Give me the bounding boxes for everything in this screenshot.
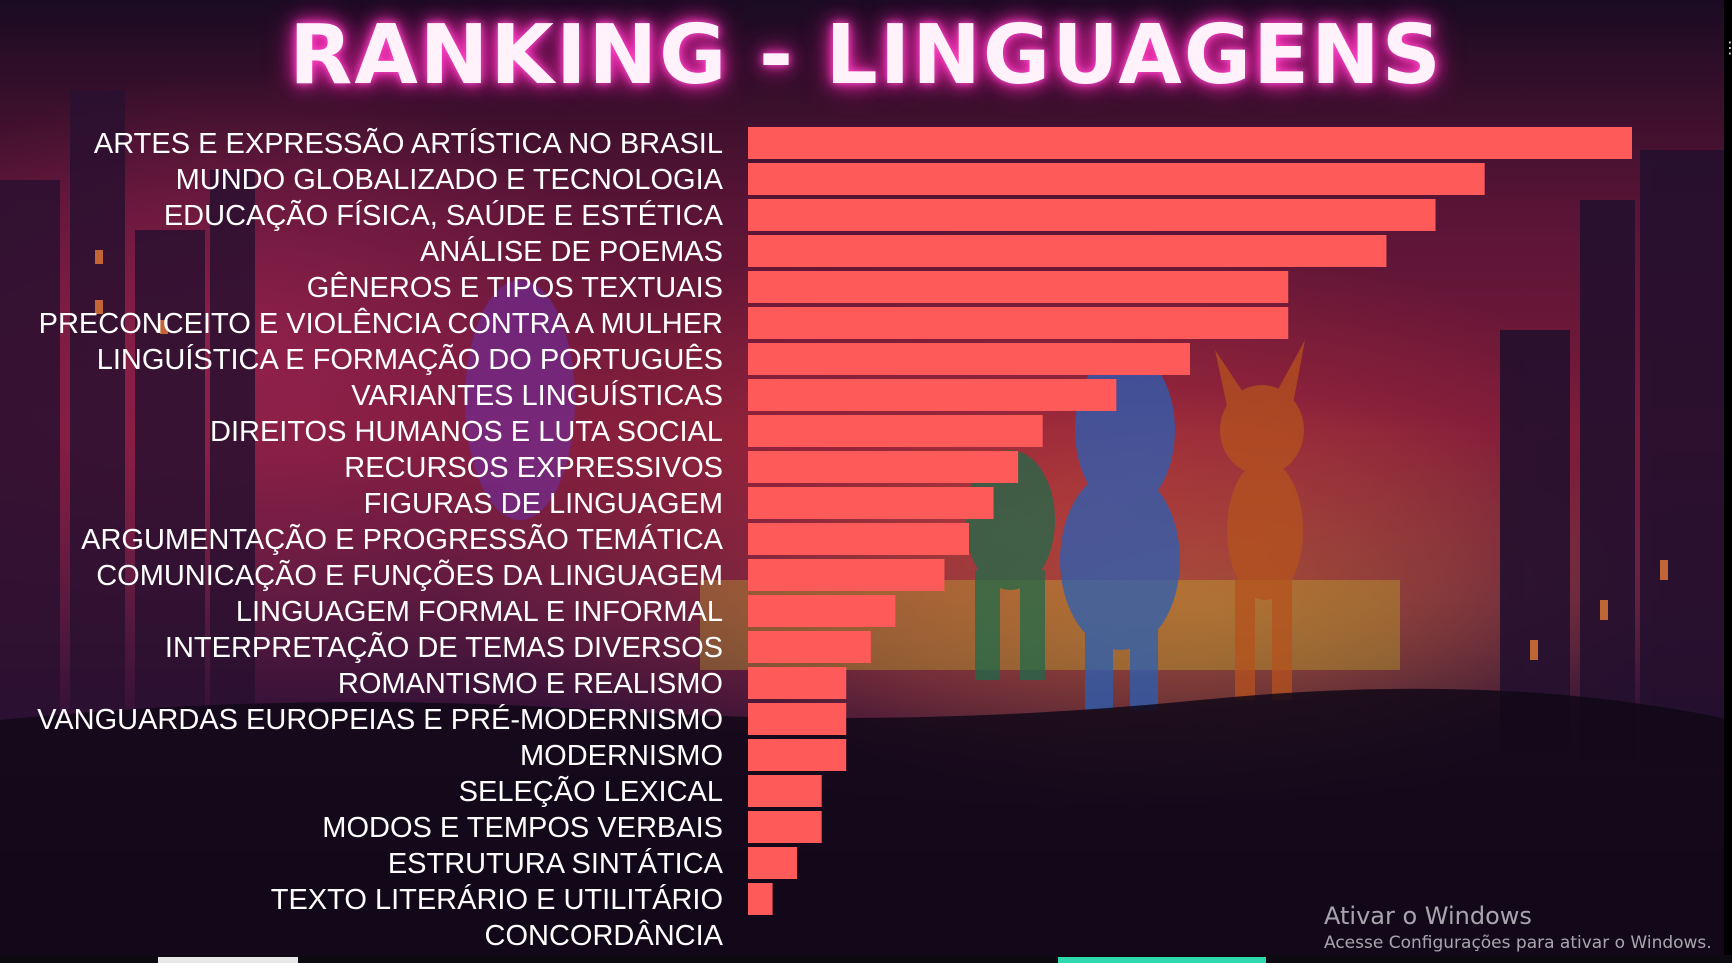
category-label: TEXTO LITERÁRIO E UTILITÁRIO [271,883,723,916]
more-options-icon[interactable]: ⋮ [1722,38,1732,57]
category-label: EDUCAÇÃO FÍSICA, SAÚDE E ESTÉTICA [164,198,724,232]
bar [748,271,1289,303]
city-windows [95,250,1668,660]
category-label: FIGURAS DE LINGUAGEM [364,488,723,520]
bars [748,127,1632,915]
bar [748,523,969,555]
orange-creature-figure [1215,340,1305,700]
category-label: RECURSOS EXPRESSIVOS [344,452,723,484]
bottom-strip-segment [158,957,298,963]
purple-creature-figure [465,280,575,520]
city-silhouette-left [0,90,255,720]
category-label: VARIANTES LINGUÍSTICAS [351,379,723,412]
category-label: PRECONCEITO E VIOLÊNCIA CONTRA A MULHER [39,307,723,340]
blue-creature-figure [1060,350,1180,710]
bar [748,487,994,519]
category-label: ANÁLISE DE POEMAS [420,235,723,268]
bar [748,415,1043,447]
bar [748,127,1632,159]
bar [748,775,822,807]
right-edge-strip [1724,0,1732,963]
page-title: RANKING - LINGUAGENS [289,8,1443,103]
city-silhouette-right [1500,150,1724,770]
category-label: ESTRUTURA SINTÁTICA [388,847,724,880]
bar [748,811,822,843]
category-label: DIREITOS HUMANOS E LUTA SOCIAL [210,416,723,448]
bottom-edge-strip [0,955,1732,963]
bar [748,847,798,879]
category-labels: ARTES E EXPRESSÃO ARTÍSTICA NO BRASIL MUN… [37,126,724,952]
category-label: CONCORDÂNCIA [485,919,724,952]
category-label: MODERNISMO [520,740,723,772]
bar [748,631,871,663]
bar [748,595,896,627]
bar [748,739,847,771]
bar [748,703,847,735]
bar [748,667,847,699]
bar [748,559,945,591]
category-label: ROMANTISMO E REALISMO [338,668,723,700]
green-creature-figure [965,450,1055,680]
bar [748,163,1485,195]
bar [748,199,1436,231]
category-label: ARGUMENTAÇÃO E PROGRESSÃO TEMÁTICA [81,522,724,556]
category-label: LINGUAGEM FORMAL E INFORMAL [236,596,723,628]
bar [748,379,1117,411]
bar [748,451,1019,483]
watermark-subtitle: Acesse Configurações para ativar o Windo… [1324,933,1712,953]
bar [748,307,1289,339]
category-label: SELEÇÃO LEXICAL [459,774,723,808]
category-label: ARTES E EXPRESSÃO ARTÍSTICA NO BRASIL [94,126,723,160]
category-label: MUNDO GLOBALIZADO E TECNOLOGIA [176,164,724,196]
category-label: GÊNEROS E TIPOS TEXTUAIS [307,271,723,304]
windows-activation-watermark: Ativar o Windows Acesse Configurações pa… [1324,901,1712,955]
bar [748,235,1387,267]
bottom-strip-segment-accent [1058,957,1266,963]
foreground-ground [0,688,1732,963]
watermark-title: Ativar o Windows [1324,902,1532,930]
category-label: VANGUARDAS EUROPEIAS E PRÉ-MODERNISMO [37,703,723,736]
category-label: MODOS E TEMPOS VERBAIS [322,812,723,844]
bar [748,343,1190,375]
category-label: LINGUÍSTICA E FORMAÇÃO DO PORTUGUÊS [97,342,723,376]
category-label: INTERPRETAÇÃO DE TEMAS DIVERSOS [165,630,723,664]
bar [748,883,773,915]
category-label: COMUNICAÇÃO E FUNÇÕES DA LINGUAGEM [96,558,723,592]
